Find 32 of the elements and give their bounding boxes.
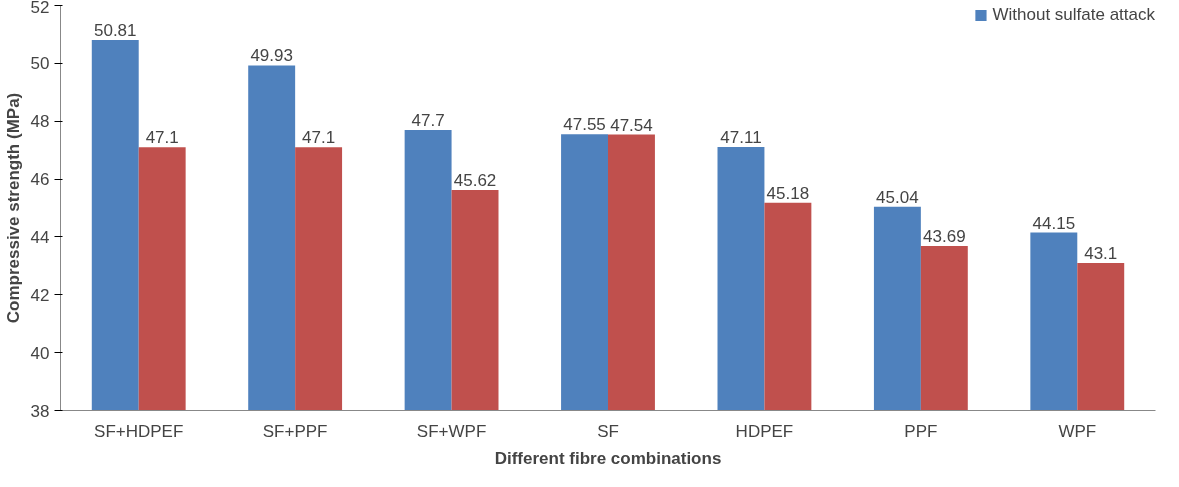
x-tick-label: WPF [1058,421,1097,441]
x-tick-label: SF+PPF [262,421,328,441]
x-tick-label: HDPEF [735,421,794,441]
data-label: 47.55 [563,115,606,135]
data-label: 47.7 [411,110,445,130]
data-label: 49.93 [250,46,293,66]
y-tick-label: 42 [30,285,50,305]
y-tick-label: 52 [30,0,50,17]
y-tick-label: 50 [30,54,50,74]
y-tick-label: 40 [30,343,50,363]
y-tick-label: 38 [30,401,50,421]
y-axis-title: Compressive strength (MPa) [3,92,23,324]
data-label: 47.1 [145,128,179,148]
y-tick-label: 44 [30,227,50,247]
data-label: 45.04 [876,187,919,207]
data-label: 47.54 [610,115,653,135]
x-tick-label: PPF [904,421,938,441]
x-tick-label: SF+WPF [416,421,487,441]
data-label: 45.62 [453,171,497,191]
y-tick-label: 46 [30,170,50,190]
data-label: 45.18 [766,183,810,203]
x-axis-title: Different fibre combinations [494,448,722,468]
data-label: 44.15 [1032,213,1076,233]
legend-label: Without sulfate attack [992,5,1155,25]
data-label: 47.1 [302,128,336,148]
data-label: 47.11 [720,127,762,147]
data-label: 43.1 [1084,243,1118,263]
data-label: 43.69 [923,226,966,246]
x-tick-label: SF [597,421,619,441]
x-tick-label: SF+HDPEF [94,421,184,441]
y-tick-label: 48 [30,112,50,132]
data-label: 50.81 [93,20,137,40]
